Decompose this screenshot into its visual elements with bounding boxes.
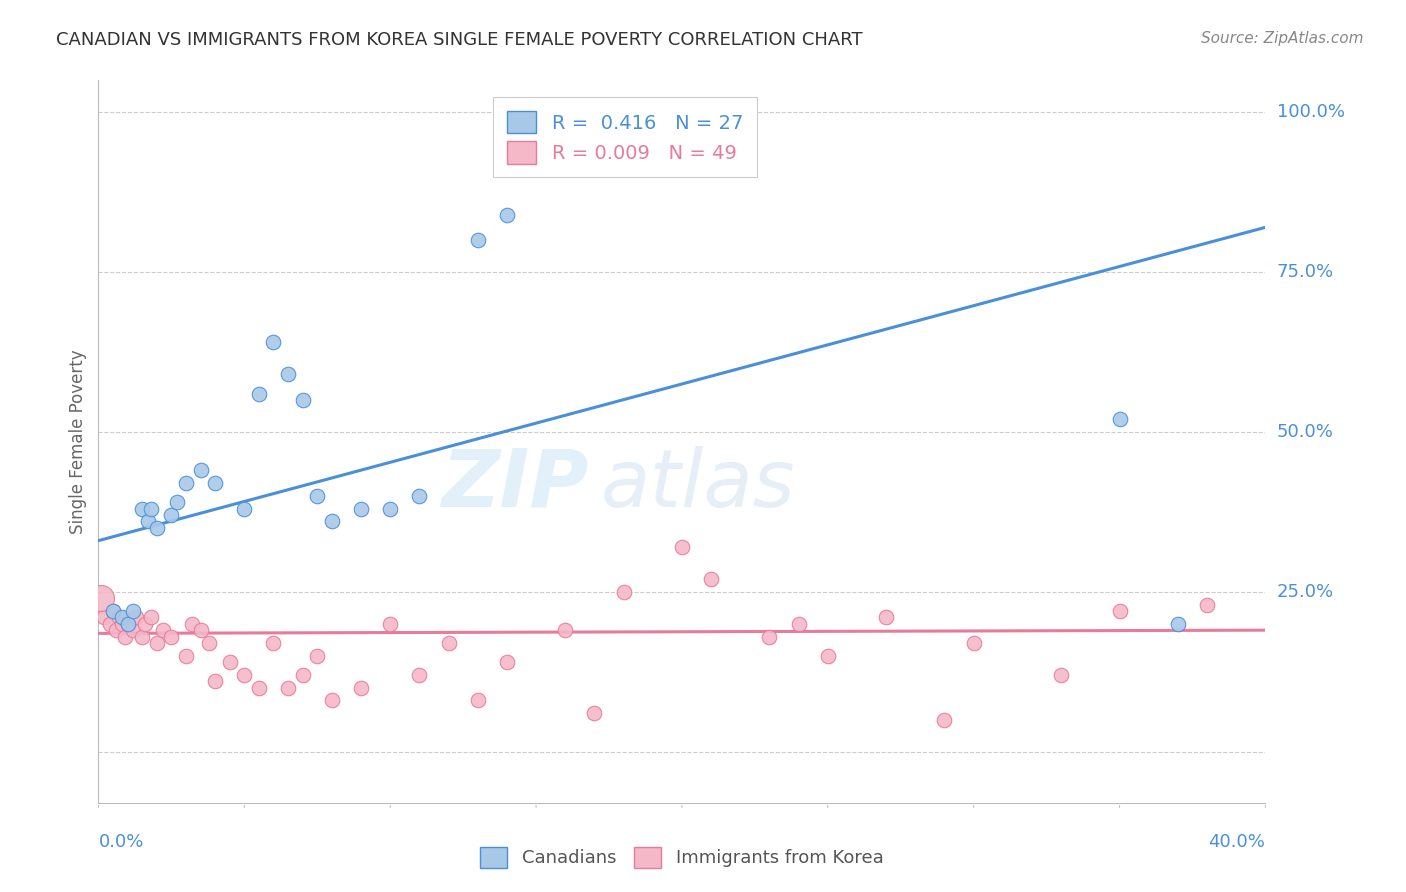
Point: [190, 463, 212, 477]
Point: [190, 623, 212, 637]
Point: [117, 616, 139, 631]
Point: [139, 501, 162, 516]
Point: [408, 489, 430, 503]
Point: [111, 616, 134, 631]
Point: [136, 515, 159, 529]
Point: [104, 623, 127, 637]
Point: [350, 681, 373, 695]
Point: [131, 630, 153, 644]
Point: [218, 655, 240, 669]
Text: ZIP: ZIP: [441, 446, 589, 524]
Point: [934, 713, 956, 727]
Point: [307, 489, 329, 503]
Point: [93, 610, 115, 624]
Point: [247, 681, 270, 695]
Point: [671, 540, 693, 554]
Point: [160, 630, 183, 644]
Point: [380, 616, 402, 631]
Point: [146, 636, 169, 650]
Text: 0.0%: 0.0%: [98, 833, 143, 851]
Point: [160, 508, 183, 522]
Text: 25.0%: 25.0%: [1277, 582, 1334, 601]
Point: [122, 623, 145, 637]
Point: [962, 636, 984, 650]
Point: [467, 693, 489, 707]
Point: [262, 335, 284, 350]
Point: [125, 610, 148, 624]
Point: [875, 610, 897, 624]
Text: 50.0%: 50.0%: [1277, 423, 1333, 441]
Point: [496, 208, 519, 222]
Point: [1195, 598, 1218, 612]
Point: [350, 501, 373, 516]
Point: [198, 636, 221, 650]
Point: [108, 610, 131, 624]
Point: [117, 616, 139, 631]
Point: [101, 604, 124, 618]
Point: [139, 610, 162, 624]
Point: [114, 630, 136, 644]
Point: [134, 616, 156, 631]
Point: [204, 476, 226, 491]
Text: CANADIAN VS IMMIGRANTS FROM KOREA SINGLE FEMALE POVERTY CORRELATION CHART: CANADIAN VS IMMIGRANTS FROM KOREA SINGLE…: [56, 31, 863, 49]
Text: Source: ZipAtlas.com: Source: ZipAtlas.com: [1201, 31, 1364, 46]
Point: [554, 623, 576, 637]
Point: [437, 636, 460, 650]
Point: [98, 616, 121, 631]
Point: [262, 636, 284, 650]
Text: atlas: atlas: [600, 446, 794, 524]
Point: [204, 674, 226, 689]
Point: [817, 648, 839, 663]
Text: 75.0%: 75.0%: [1277, 263, 1334, 281]
Point: [612, 584, 634, 599]
Point: [180, 616, 202, 631]
Legend: Canadians, Immigrants from Korea: Canadians, Immigrants from Korea: [471, 838, 893, 877]
Point: [321, 515, 343, 529]
Point: [700, 572, 723, 586]
Point: [291, 668, 314, 682]
Point: [1050, 668, 1073, 682]
Point: [277, 368, 299, 382]
Point: [380, 501, 402, 516]
Point: [90, 591, 112, 606]
Point: [758, 630, 780, 644]
Point: [307, 648, 329, 663]
Point: [111, 610, 134, 624]
Point: [787, 616, 810, 631]
Point: [131, 501, 153, 516]
Point: [496, 655, 519, 669]
Point: [174, 648, 197, 663]
Point: [291, 392, 314, 407]
Point: [408, 668, 430, 682]
Point: [174, 476, 197, 491]
Point: [247, 386, 270, 401]
Point: [233, 668, 256, 682]
Point: [101, 604, 124, 618]
Point: [1108, 412, 1130, 426]
Point: [152, 623, 174, 637]
Point: [166, 495, 188, 509]
Y-axis label: Single Female Poverty: Single Female Poverty: [69, 350, 87, 533]
Point: [1167, 616, 1189, 631]
Point: [233, 501, 256, 516]
Point: [321, 693, 343, 707]
Point: [146, 521, 169, 535]
Text: 40.0%: 40.0%: [1209, 833, 1265, 851]
Point: [1108, 604, 1130, 618]
Point: [467, 233, 489, 247]
Point: [583, 706, 606, 721]
Text: 100.0%: 100.0%: [1277, 103, 1344, 121]
Point: [277, 681, 299, 695]
Point: [122, 604, 145, 618]
